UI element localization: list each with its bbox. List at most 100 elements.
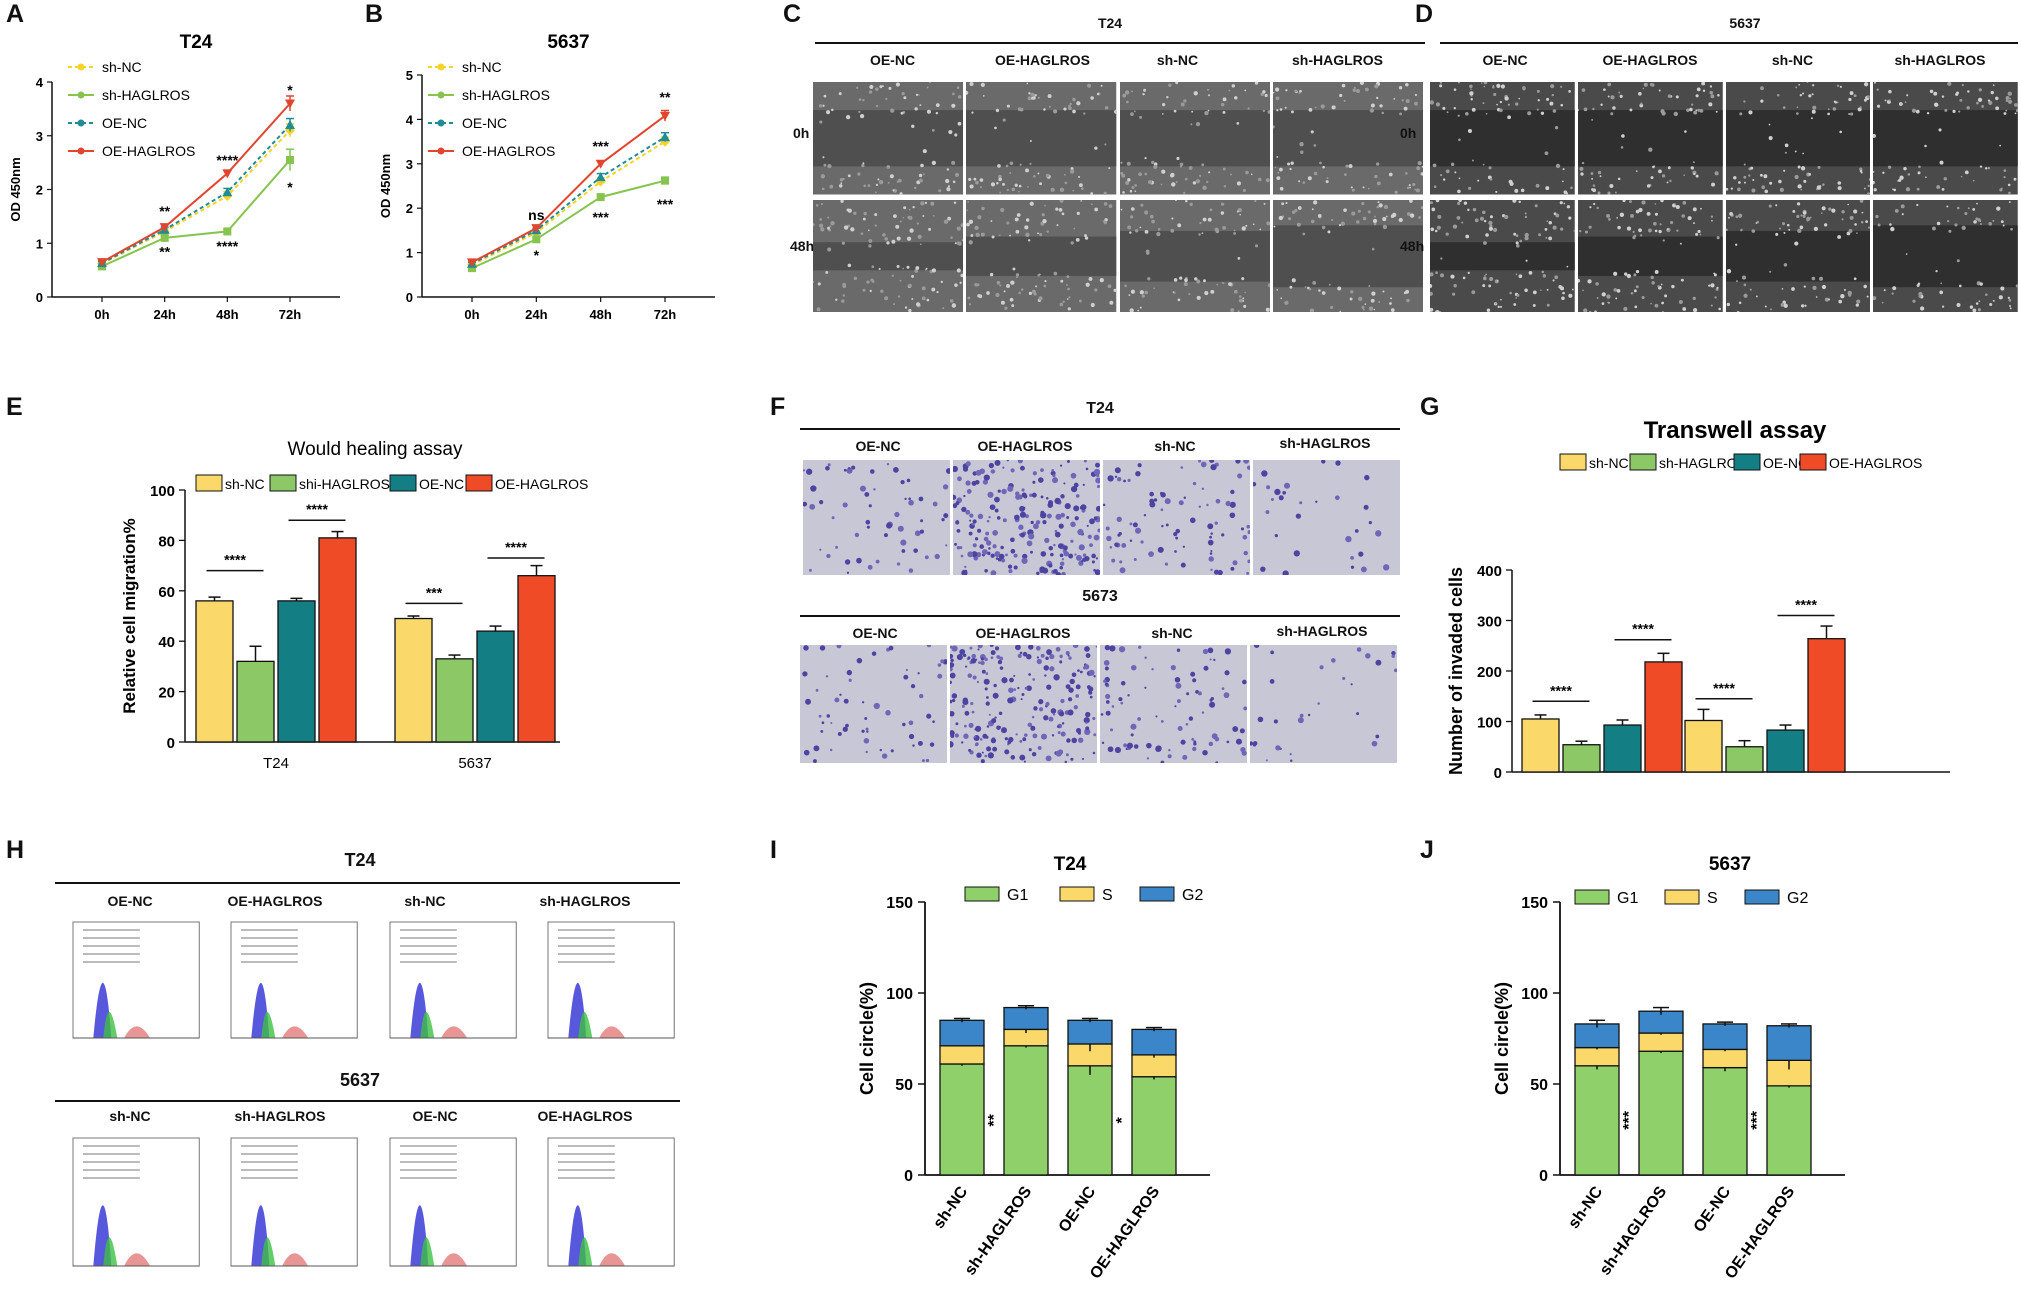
stained-cell — [1043, 665, 1050, 671]
cell-dot — [896, 235, 901, 241]
cell-dot — [1044, 204, 1047, 207]
stained-cell — [1021, 692, 1025, 696]
cell-dot — [1864, 219, 1868, 223]
stained-cell — [881, 753, 888, 759]
stained-cell — [1114, 542, 1119, 547]
cell-dot — [1124, 90, 1129, 95]
cell-dot — [1408, 186, 1411, 189]
cell-dot — [911, 274, 915, 278]
cell-dot — [1299, 142, 1304, 147]
cell-dot — [1370, 298, 1375, 303]
stained-cell — [961, 704, 965, 708]
scratch-gap — [1430, 110, 1575, 167]
stained-cell — [1001, 677, 1008, 684]
cell-dot — [967, 200, 970, 203]
cell-dot — [1609, 183, 1614, 188]
stained-cell — [1143, 513, 1147, 517]
cell-dot — [975, 232, 981, 237]
cell-dot — [1494, 278, 1499, 283]
stained-cell — [1257, 716, 1264, 723]
stained-cell — [1066, 738, 1071, 743]
cell-dot — [1601, 291, 1606, 297]
cell-dot — [1519, 239, 1523, 242]
stained-cell — [950, 658, 954, 663]
stained-cell — [1030, 520, 1034, 525]
stained-cell — [1089, 695, 1093, 699]
stained-cell — [1241, 750, 1247, 756]
cell-dot — [996, 280, 1001, 285]
cell-dot — [1485, 112, 1488, 115]
cell-dot — [1009, 161, 1014, 166]
cell-dot — [1623, 306, 1628, 311]
cell-dot — [1371, 247, 1375, 250]
cell-dot — [882, 85, 884, 87]
stained-cell — [964, 565, 967, 569]
cell-dot — [1912, 299, 1916, 303]
stained-cell — [1270, 650, 1275, 655]
stained-cell — [980, 657, 984, 661]
stained-cell — [1183, 496, 1187, 499]
stained-cell — [1157, 546, 1164, 553]
cell-dot — [1446, 111, 1449, 114]
stained-cell — [1345, 535, 1352, 543]
cell-dot — [1174, 199, 1177, 201]
stained-cell — [1057, 731, 1061, 735]
stained-cell — [836, 645, 842, 649]
stained-cell — [1014, 514, 1020, 521]
cell-dot — [990, 219, 993, 222]
stained-cell — [1032, 471, 1037, 476]
stained-cell — [979, 738, 983, 741]
cell-dot — [891, 274, 895, 277]
stained-cell — [972, 675, 977, 680]
histogram-frame — [547, 921, 675, 1039]
stained-cell — [1013, 565, 1018, 570]
cell-dot — [858, 98, 862, 101]
cell-dot — [2005, 95, 2010, 100]
cell-dot — [1328, 283, 1331, 286]
stained-cell — [1084, 728, 1091, 736]
scratch-image — [1119, 82, 1270, 195]
cell-dot — [1143, 290, 1148, 294]
cell-dot — [1034, 94, 1038, 97]
cell-dot — [1463, 200, 1468, 205]
stained-cell — [1042, 520, 1047, 525]
stained-cell — [806, 468, 813, 475]
cell-dot — [1297, 205, 1302, 210]
transwell-image — [800, 645, 947, 763]
stained-cell — [1104, 666, 1109, 671]
cell-dot — [1231, 84, 1235, 88]
data-point — [660, 132, 670, 142]
stained-cell — [1019, 511, 1027, 518]
cell-dot — [1201, 231, 1203, 234]
cell-dot — [895, 224, 900, 229]
stained-cell — [1110, 728, 1114, 732]
stained-cell — [1135, 470, 1141, 477]
cell-dot — [1482, 163, 1485, 166]
stained-cell — [1040, 495, 1044, 499]
cell-dot — [1782, 169, 1785, 172]
cell-dot — [1793, 241, 1798, 246]
stained-cell — [1001, 558, 1006, 563]
panel-letter-d: D — [1415, 0, 1434, 28]
cell-dot — [1485, 272, 1488, 275]
cell-dot — [1409, 212, 1415, 218]
g2-peak — [598, 1253, 625, 1266]
cell-dot — [1016, 275, 1019, 278]
legend-marker — [77, 119, 85, 127]
cell-dot — [1278, 167, 1283, 172]
cell-dot — [1297, 180, 1300, 183]
cell-dot — [1899, 175, 1905, 180]
cell-dot — [819, 120, 823, 124]
cell-dot — [1709, 85, 1712, 88]
cell-dot — [827, 216, 830, 219]
cell-dot — [871, 264, 875, 268]
cell-dot — [1924, 144, 1928, 148]
stained-cell — [1127, 478, 1131, 482]
cell-dot — [1133, 184, 1137, 187]
cell-dot — [2014, 112, 2017, 115]
stained-cell — [1062, 545, 1068, 551]
stained-cell — [926, 713, 932, 719]
cell-dot — [1602, 88, 1606, 92]
stained-cell — [1010, 755, 1016, 760]
stained-cell — [1149, 498, 1155, 504]
